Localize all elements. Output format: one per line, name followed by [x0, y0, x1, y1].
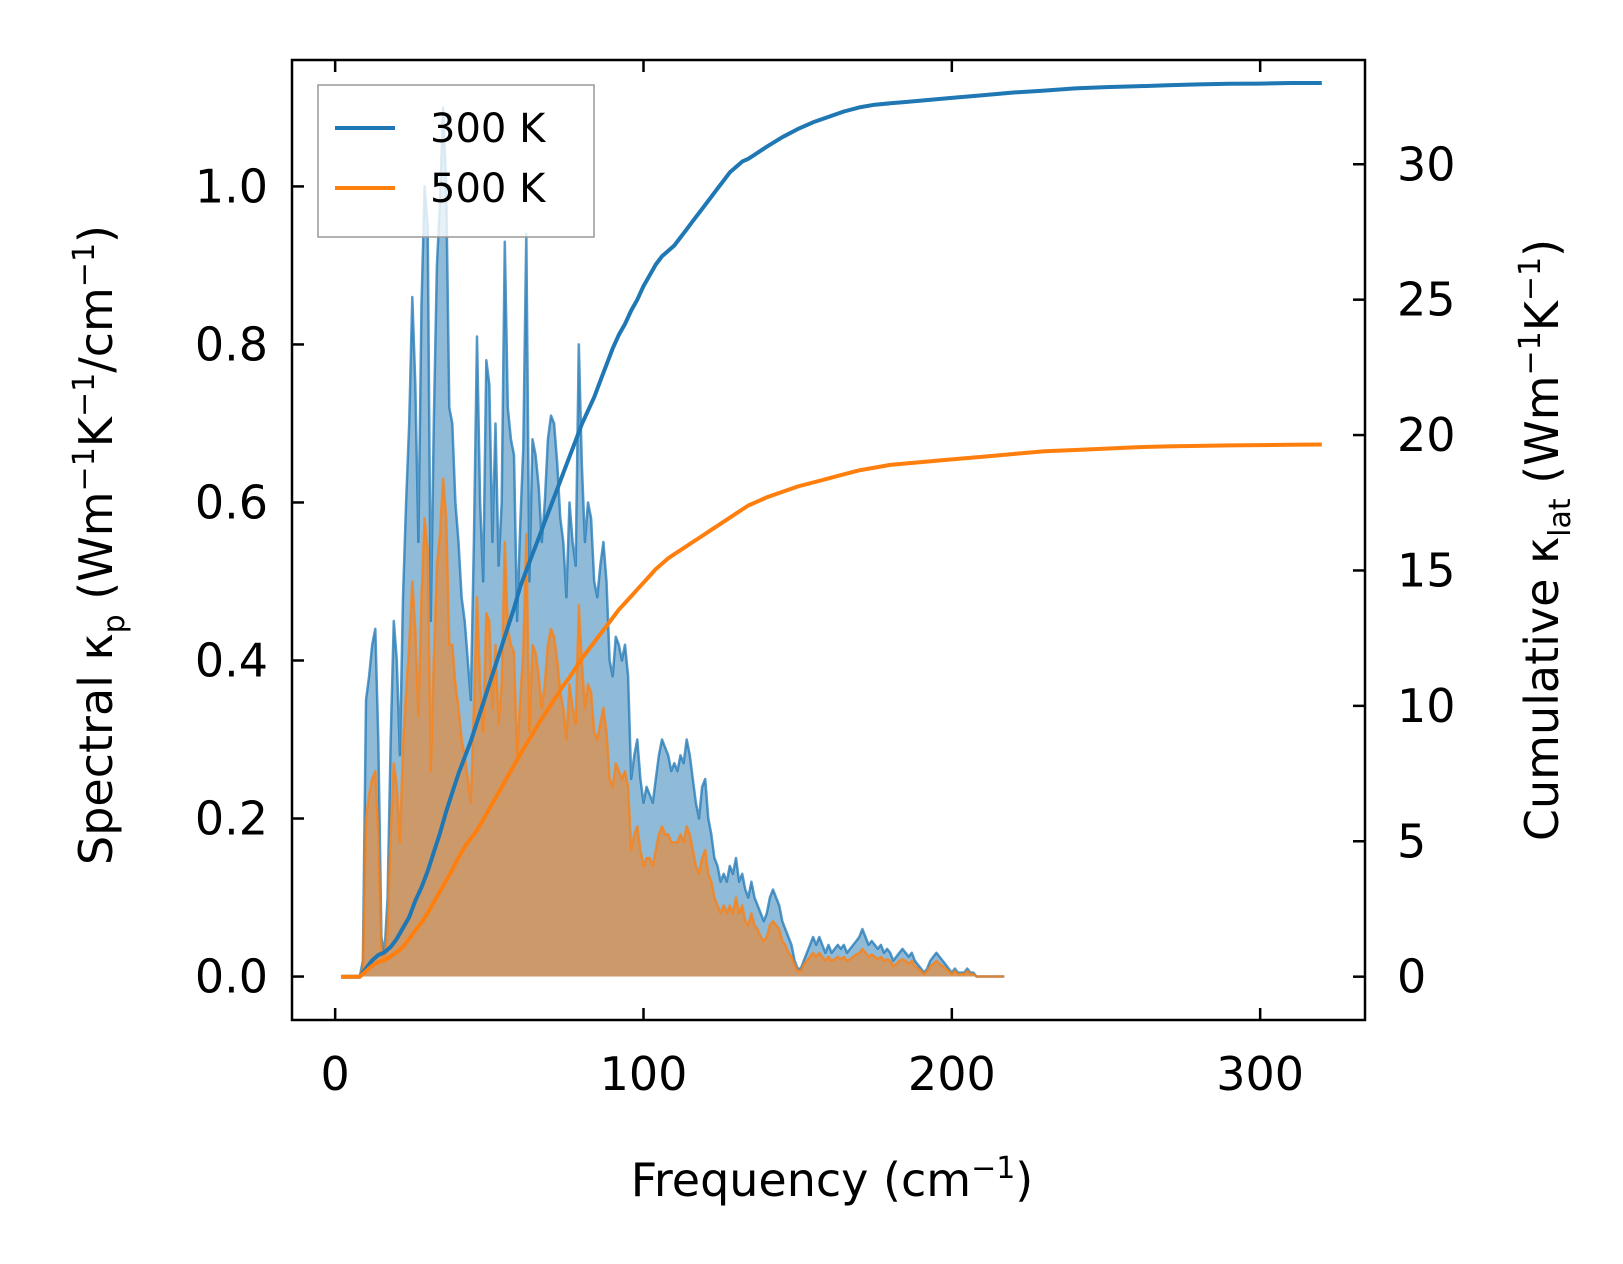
x-tick-label: 300 [1216, 1047, 1304, 1101]
x-tick-label: 0 [321, 1047, 350, 1101]
y-right-tick-label: 5 [1397, 814, 1426, 868]
chart-marks [341, 81, 1322, 979]
axes-frame [290, 58, 1367, 1022]
y-right-tick-label: 15 [1397, 543, 1456, 597]
y-left-tick-label: 0.4 [195, 633, 268, 687]
y-right-tick-label: 0 [1397, 950, 1426, 1004]
legend-label-300k: 300 K [430, 106, 547, 152]
axis-ticks: 0 100 200 300 0.0 0.2 0.4 0.6 0.8 1.0 0 5 10 15 20 25 30 [195, 60, 1456, 1101]
y-right-tick-label: 10 [1397, 679, 1456, 733]
legend-label-500k: 500 K [430, 166, 547, 212]
y-right-tick-label: 30 [1397, 137, 1456, 191]
y-left-tick-label: 0.8 [195, 317, 268, 371]
y-right-tick-label: 25 [1397, 273, 1456, 327]
x-tick-label: 200 [908, 1047, 996, 1101]
legend-box [317, 84, 595, 238]
cumulative-line-0 [341, 81, 1322, 979]
cumulative-line-1 [341, 442, 1322, 979]
y-right-tick-label: 20 [1397, 408, 1456, 462]
y-left-tick-label: 0.0 [195, 950, 268, 1004]
y-left-tick-label: 0.2 [195, 792, 268, 846]
spectral-line-0 [341, 106, 1005, 978]
spectral-line-1 [341, 477, 1005, 978]
legend: 300 K 500 K [317, 84, 595, 238]
y-axis-right-label: Cumulative κlat (Wm−1K−1) [1513, 239, 1578, 841]
x-axis-label: Frequency (cm−1) [631, 1151, 1034, 1207]
y-axis-left-label: Spectral κp (Wm−1K−1/cm−1) [67, 225, 132, 865]
y-left-tick-label: 1.0 [195, 159, 268, 213]
x-tick-label: 100 [600, 1047, 688, 1101]
spectral-fill-1 [341, 478, 1005, 977]
y-left-tick-label: 0.6 [195, 475, 268, 529]
